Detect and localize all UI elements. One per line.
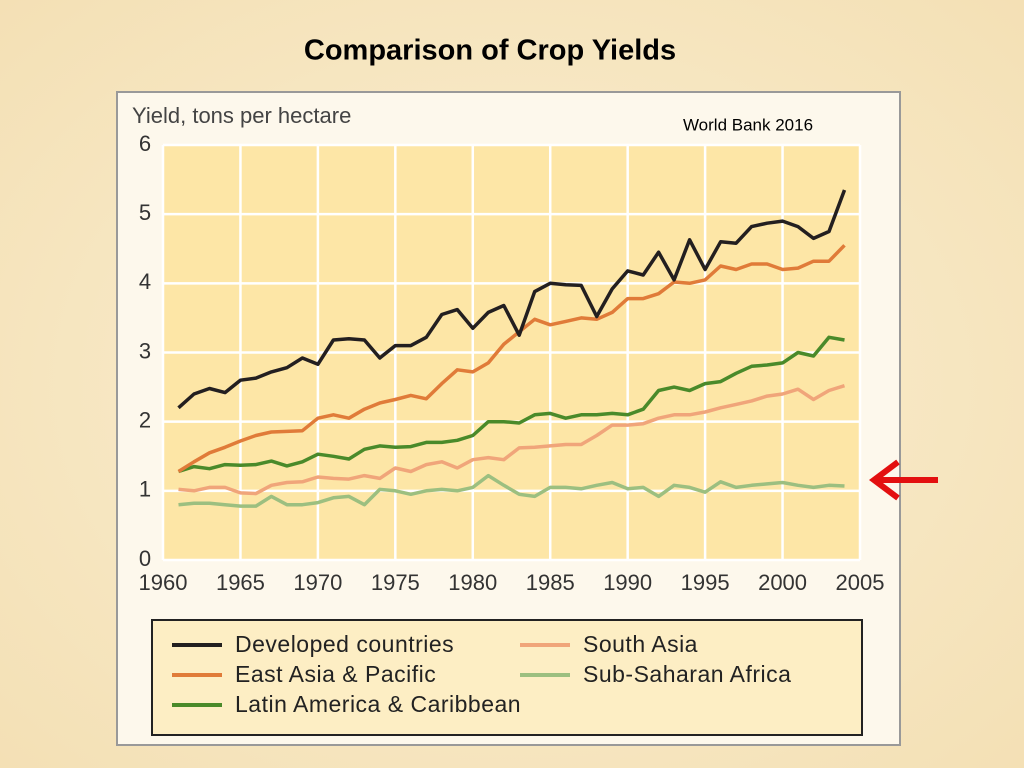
y-tick-label: 5 [139,200,151,225]
y-tick-label: 0 [139,546,151,571]
red-arrow [869,459,938,501]
y-tick-label: 1 [139,477,151,502]
x-tick-label: 1995 [681,570,730,595]
x-tick-label: 1975 [371,570,420,595]
legend-label: Sub-Saharan Africa [583,661,791,687]
legend-label: East Asia & Pacific [235,661,436,687]
x-tick-label: 1960 [139,570,188,595]
source-note: World Bank 2016 [683,115,813,134]
series-line [178,384,846,496]
series-line [177,189,847,410]
x-tick-label: 2005 [836,570,885,595]
legend-box [151,619,863,736]
x-tick-label: 1965 [216,570,265,595]
x-tick-label: 1985 [526,570,575,595]
x-tick-label: 1990 [603,570,652,595]
y-axis-label: Yield, tons per hectare [132,103,351,128]
y-tick-label: 2 [139,407,151,432]
x-tick-label: 2000 [758,570,807,595]
series-line [177,335,845,474]
series-line [177,244,846,473]
x-tick-label: 1970 [293,570,342,595]
legend-label: Latin America & Caribbean [235,691,521,717]
legend-label: Developed countries [235,631,454,657]
y-tick-label: 3 [139,338,151,363]
series-line [178,473,845,508]
y-tick-label: 6 [139,131,151,156]
legend-label: South Asia [583,631,698,657]
y-tick-label: 4 [139,269,151,294]
x-tick-label: 1980 [448,570,497,595]
slide-title: Comparison of Crop Yields [304,35,676,67]
arrow-head [869,459,900,501]
